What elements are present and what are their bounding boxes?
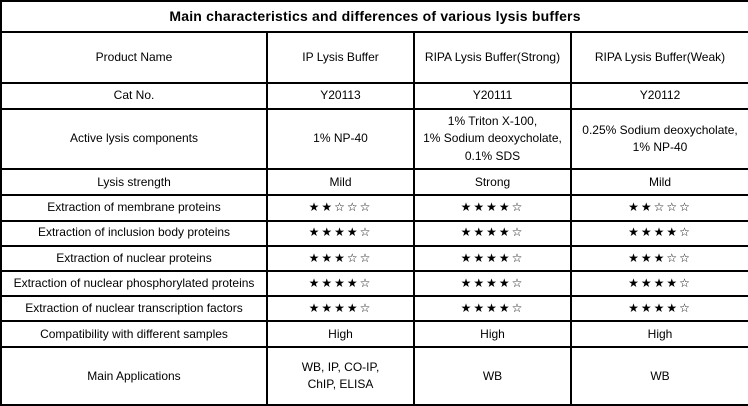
row-label: Active lysis components (0, 107, 268, 171)
star-rating: ★★★★☆ (413, 219, 572, 247)
star-rating: ★★★★☆ (413, 194, 572, 222)
star-rating: ★★★★☆ (413, 269, 572, 298)
cat-no-ripa-weak: Y20112 (569, 81, 748, 110)
row-label: Extraction of membrane proteins (0, 194, 268, 222)
column-header-ip-lysis-buffer: IP Lysis Buffer (266, 31, 415, 84)
star-rating: ★★★★☆ (266, 295, 415, 323)
row-membrane-proteins: Extraction of membrane proteins ★★☆☆☆ ★★… (0, 194, 748, 222)
row-inclusion-body-proteins: Extraction of inclusion body proteins ★★… (0, 219, 748, 247)
cat-no-ripa-strong: Y20111 (413, 81, 572, 110)
row-label: Extraction of nuclear proteins (0, 244, 268, 272)
components-ripa-strong: 1% Triton X-100, 1% Sodium deoxycholate,… (413, 107, 572, 171)
strength-ip: Mild (266, 168, 415, 197)
header-row: Product Name IP Lysis Buffer RIPA Lysis … (0, 31, 748, 84)
star-rating: ★★★★☆ (413, 295, 572, 323)
star-rating: ★★★★☆ (569, 295, 748, 323)
star-rating: ★★★★☆ (413, 244, 572, 272)
column-header-ripa-strong: RIPA Lysis Buffer(Strong) (413, 31, 572, 84)
components-ripa-weak: 0.25% Sodium deoxycholate, 1% NP-40 (569, 107, 748, 171)
row-lysis-strength: Lysis strength Mild Strong Mild (0, 168, 748, 197)
star-rating: ★★★★☆ (569, 269, 748, 298)
row-label: Main Applications (0, 346, 268, 406)
star-rating: ★★★☆☆ (569, 244, 748, 272)
cat-no-ip: Y20113 (266, 81, 415, 110)
row-nuclear-transcription-factors: Extraction of nuclear transcription fact… (0, 295, 748, 323)
row-cat-no: Cat No. Y20113 Y20111 Y20112 (0, 81, 748, 110)
row-label: Extraction of nuclear phosphorylated pro… (0, 269, 268, 298)
row-main-applications: Main Applications WB, IP, CO-IP, ChIP, E… (0, 346, 748, 406)
column-header-product-name: Product Name (0, 31, 268, 84)
compatibility-ip: High (266, 320, 415, 349)
row-label: Extraction of nuclear transcription fact… (0, 295, 268, 323)
row-label: Extraction of inclusion body proteins (0, 219, 268, 247)
applications-ripa-strong: WB (413, 346, 572, 406)
row-nuclear-phosphorylated-proteins: Extraction of nuclear phosphorylated pro… (0, 269, 748, 298)
star-rating: ★★★★☆ (266, 219, 415, 247)
row-compatibility: Compatibility with different samples Hig… (0, 320, 748, 349)
star-rating: ★★☆☆☆ (266, 194, 415, 222)
strength-ripa-strong: Strong (413, 168, 572, 197)
row-active-lysis-components: Active lysis components 1% NP-40 1% Trit… (0, 107, 748, 171)
compatibility-ripa-strong: High (413, 320, 572, 349)
components-ip: 1% NP-40 (266, 107, 415, 171)
strength-ripa-weak: Mild (569, 168, 748, 197)
row-label: Lysis strength (0, 168, 268, 197)
star-rating: ★★★★☆ (569, 219, 748, 247)
row-nuclear-proteins: Extraction of nuclear proteins ★★★☆☆ ★★★… (0, 244, 748, 272)
compatibility-ripa-weak: High (569, 320, 748, 349)
applications-ip: WB, IP, CO-IP, ChIP, ELISA (266, 346, 415, 406)
applications-ripa-weak: WB (569, 346, 748, 406)
table-title: Main characteristics and differences of … (0, 0, 748, 34)
star-rating: ★★★★☆ (266, 269, 415, 298)
star-rating: ★★★☆☆ (266, 244, 415, 272)
row-label: Compatibility with different samples (0, 320, 268, 349)
title-row: Main characteristics and differences of … (0, 0, 748, 34)
star-rating: ★★☆☆☆ (569, 194, 748, 222)
row-label: Cat No. (0, 81, 268, 110)
column-header-ripa-weak: RIPA Lysis Buffer(Weak) (569, 31, 748, 84)
